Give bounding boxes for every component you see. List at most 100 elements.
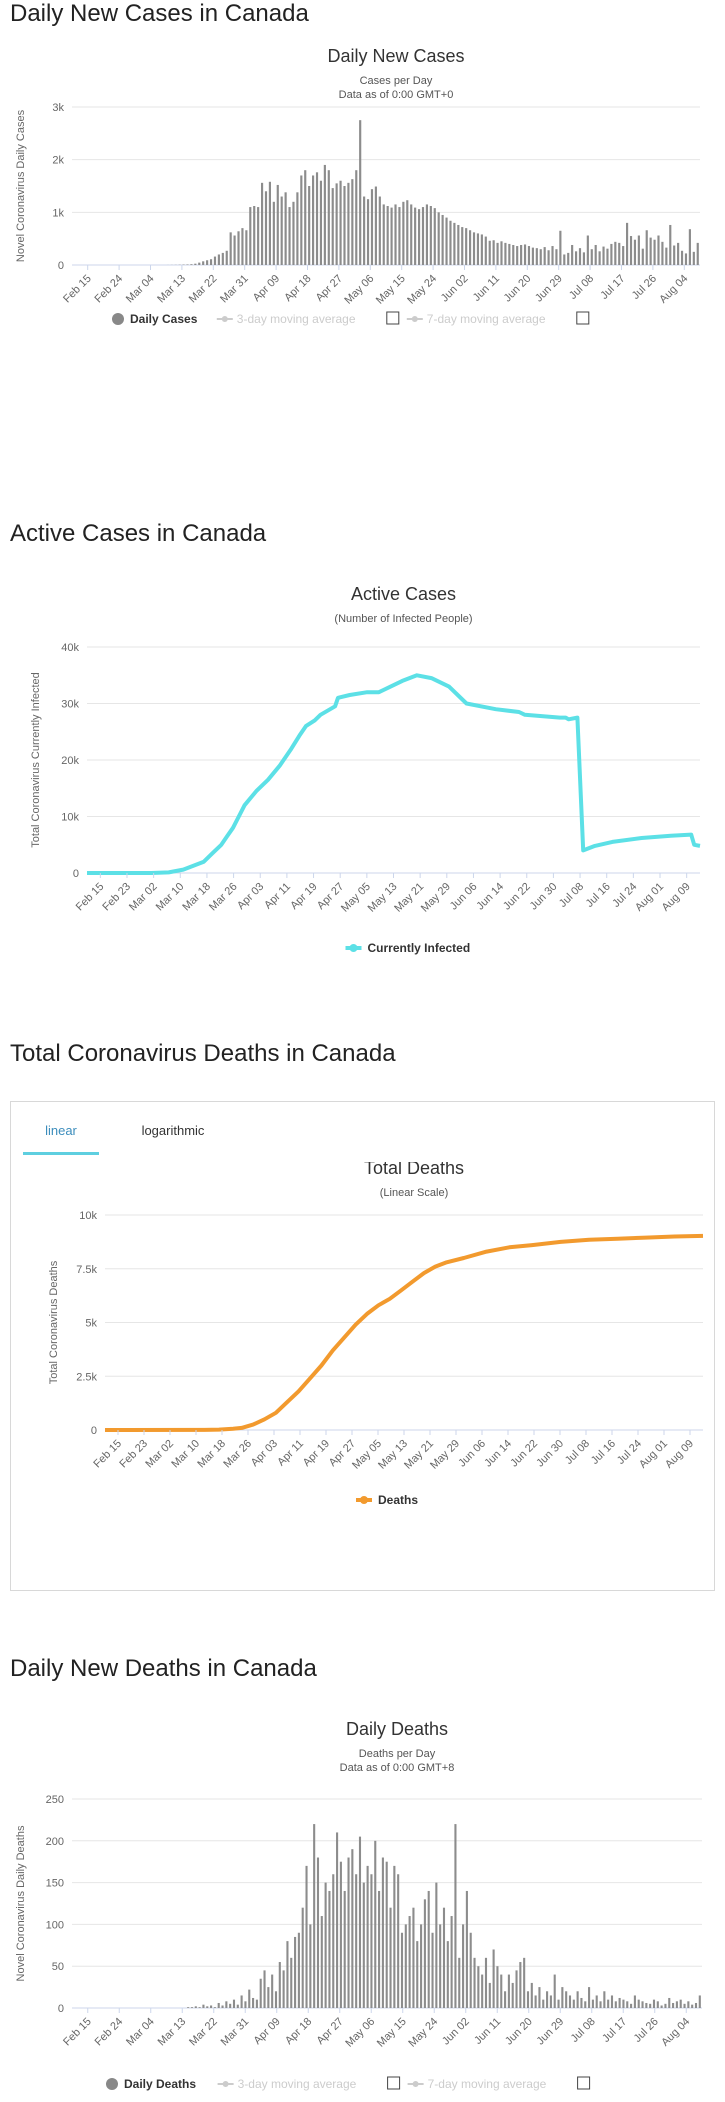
bar	[274, 1991, 278, 2008]
bar	[210, 2005, 213, 2008]
bar	[328, 1890, 331, 2008]
x-tick-label: Apr 27	[314, 2016, 345, 2047]
x-tick-label: Mar 22	[187, 273, 220, 306]
bar	[458, 1957, 461, 2008]
y-tick-label: 0	[73, 868, 79, 880]
bar	[582, 252, 585, 265]
y-tick-label: 30k	[61, 699, 79, 711]
chart-subtitle-2: Data as of 0:00 GMT+0	[339, 89, 454, 101]
x-tick-label: Jun 30	[528, 881, 560, 913]
x-tick-label: May 15	[375, 2016, 409, 2050]
bar	[578, 248, 582, 265]
bar	[477, 1966, 480, 2008]
bar	[366, 1865, 369, 2008]
bar	[292, 201, 295, 265]
bar	[441, 214, 444, 265]
bar	[355, 170, 358, 265]
bar	[614, 241, 617, 265]
bar	[457, 224, 460, 265]
x-tick-label: Jun 20	[502, 273, 534, 305]
bar	[591, 1999, 594, 2008]
bar	[549, 1995, 552, 2008]
total-deaths-section-title: Total Coronavirus Deaths in Canada	[10, 1040, 396, 1067]
bar	[622, 1999, 625, 2008]
y-tick-label: 1k	[52, 207, 64, 219]
bar	[271, 1974, 274, 2008]
y-axis-label: Total Coronavirus Deaths	[48, 1260, 60, 1384]
bar	[614, 2001, 617, 2008]
bar	[429, 206, 432, 265]
bar	[423, 1899, 426, 2008]
x-tick-label: Feb 15	[91, 1438, 124, 1471]
bar	[664, 2003, 667, 2008]
x-tick-label: Jul 08	[557, 881, 586, 910]
x-tick-label: Jun 22	[508, 1438, 540, 1470]
bar	[465, 228, 468, 265]
x-tick-label: Jun 22	[501, 881, 533, 913]
bar	[221, 2005, 224, 2008]
legend-marker	[106, 2078, 118, 2090]
x-tick-label: Apr 11	[275, 1438, 306, 1469]
bar	[206, 260, 209, 265]
legend-label: 3-day moving average	[237, 312, 356, 326]
bar	[323, 164, 326, 265]
x-tick-label: Jul 08	[567, 273, 596, 302]
x-tick-label: Feb 15	[74, 881, 107, 914]
bar	[586, 235, 589, 265]
legend-marker	[360, 1496, 368, 1504]
bar	[673, 245, 676, 265]
bar	[282, 1970, 285, 2008]
tab-linear[interactable]: linear	[23, 1118, 99, 1155]
tab-logarithmic[interactable]: logarithmic	[141, 1123, 205, 1138]
bar	[500, 241, 503, 265]
bar	[300, 175, 303, 265]
bar	[598, 251, 601, 265]
x-tick-label: Jul 08	[569, 2016, 598, 2045]
x-tick-label: Aug 04	[659, 2016, 692, 2049]
y-tick-label: 150	[46, 1878, 64, 1890]
daily-cases-chart: Daily New Cases Cases per Day Data as of 0…	[15, 46, 700, 326]
x-tick-label: Aug 01	[633, 881, 666, 914]
bar	[546, 1991, 549, 2008]
bar	[308, 186, 311, 265]
bar	[692, 251, 695, 265]
legend-marker	[221, 316, 228, 322]
bar	[691, 2004, 694, 2008]
x-tick-label: Jun 14	[482, 1438, 514, 1470]
bar	[527, 246, 531, 265]
bar	[563, 254, 566, 265]
bar	[437, 212, 440, 265]
y-axis-label: Novel Coronavirus Daily Cases	[15, 109, 27, 262]
bar	[225, 2001, 228, 2008]
y-tick-label: 0	[58, 2003, 64, 2015]
bar	[626, 2001, 629, 2008]
bar	[660, 2005, 663, 2008]
bar	[523, 1957, 526, 2008]
y-tick-label: 0	[91, 1425, 97, 1437]
bar	[645, 2002, 648, 2008]
bar	[576, 1991, 579, 2008]
bar	[410, 204, 413, 265]
bar	[649, 2003, 652, 2008]
bar	[606, 248, 609, 265]
x-tick-label: Feb 23	[117, 1438, 150, 1471]
bar	[480, 234, 483, 265]
bar	[680, 250, 684, 265]
bar	[572, 1999, 575, 2008]
x-tick-label: Mar 02	[143, 1438, 176, 1471]
bar	[221, 252, 224, 265]
bar	[688, 229, 691, 265]
bar	[225, 250, 228, 265]
y-tick-label: 20k	[61, 755, 79, 767]
bar	[427, 1890, 430, 2008]
bar	[523, 244, 527, 265]
bar	[389, 1907, 392, 2008]
bar	[198, 262, 201, 265]
bar	[267, 1987, 270, 2008]
bar	[538, 1987, 541, 2008]
x-tick-label: Jun 29	[535, 2016, 567, 2048]
x-tick-label: Mar 04	[124, 273, 157, 306]
bar	[248, 1989, 251, 2008]
bar	[561, 1987, 564, 2008]
bar	[390, 207, 393, 265]
